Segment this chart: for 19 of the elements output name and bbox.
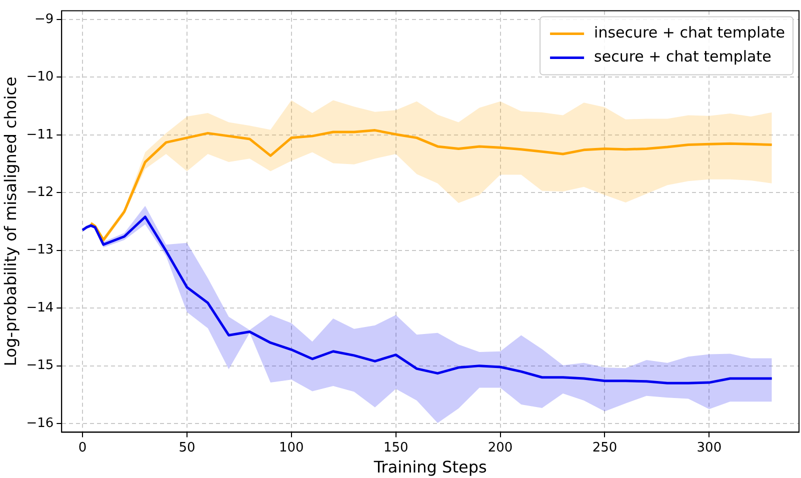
x-tick-label: 300 xyxy=(696,440,722,456)
x-axis-title: Training Steps xyxy=(372,458,487,477)
y-tick-label: −15 xyxy=(26,358,54,374)
x-tick-label: 100 xyxy=(278,440,304,456)
x-tick-label: 0 xyxy=(78,440,87,456)
x-tick-label: 50 xyxy=(178,440,196,456)
y-tick-label: −13 xyxy=(26,242,54,258)
legend-label: insecure + chat template xyxy=(594,24,786,42)
y-tick-label: −12 xyxy=(26,185,54,200)
x-tick-label: 250 xyxy=(592,440,618,456)
y-tick-label: −9 xyxy=(34,12,54,27)
y-tick-label: −16 xyxy=(26,416,54,431)
y-tick-label: −14 xyxy=(26,300,54,316)
legend-label: secure + chat template xyxy=(594,48,772,66)
x-tick-label: 150 xyxy=(383,440,408,456)
x-tick-label: 200 xyxy=(488,440,513,456)
y-tick-label: −10 xyxy=(26,70,54,85)
y-tick-label: −11 xyxy=(26,127,54,142)
y-axis-title: Log-probability of misaligned choice xyxy=(0,76,20,366)
